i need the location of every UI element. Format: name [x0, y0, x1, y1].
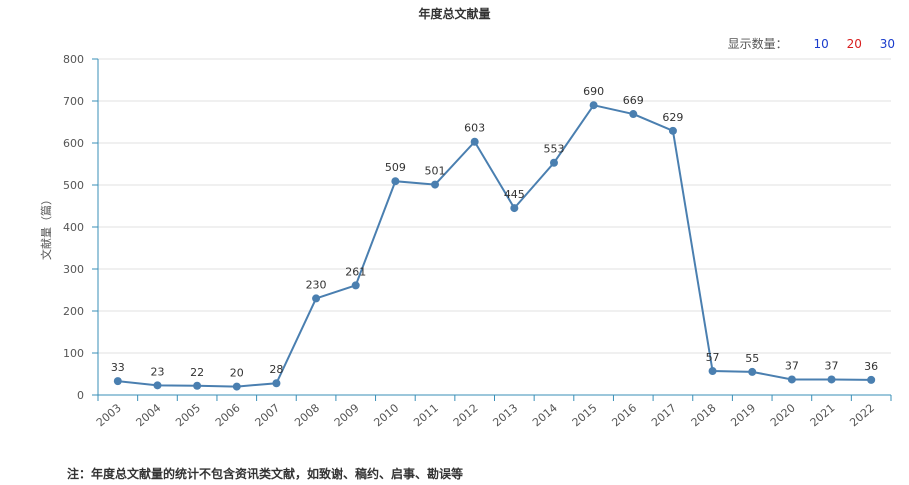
display-count-option-30[interactable]: 30 [879, 37, 895, 51]
x-tick-label: 2020 [768, 401, 798, 429]
data-point [589, 101, 598, 110]
x-tick-label: 2007 [253, 401, 283, 429]
x-tick-label: 2022 [847, 401, 877, 429]
data-label: 20 [230, 367, 244, 380]
grid-lines [98, 58, 891, 354]
data-point [629, 110, 638, 119]
data-point [470, 137, 479, 146]
x-tick-label: 2018 [689, 401, 719, 429]
display-count-selector: 显示数量： 10 20 30 [728, 35, 895, 52]
y-tick-label: 600 [63, 137, 84, 150]
y-tick-label: 700 [63, 95, 84, 108]
x-tick-label: 2014 [530, 401, 560, 429]
y-tick-label: 100 [63, 347, 84, 360]
x-tick-label: 2005 [173, 401, 203, 429]
data-label: 629 [662, 111, 683, 124]
data-point [827, 375, 836, 384]
data-label: 33 [111, 361, 125, 374]
x-tick-label: 2015 [570, 401, 600, 429]
data-point [708, 367, 717, 376]
x-tick-label: 2006 [213, 401, 243, 429]
y-tick-label: 800 [63, 53, 84, 66]
data-label: 22 [190, 366, 204, 379]
data-point [391, 177, 400, 186]
data-point [787, 375, 796, 384]
series-line [117, 104, 872, 388]
x-axis-ticks: 2003 2004 2005 2006 2007 2008 2009 2010 2011 2012… [94, 395, 892, 429]
x-tick-label: 2011 [411, 401, 441, 429]
y-axis-label: 文献量（篇） [39, 194, 53, 260]
x-tick-label: 2004 [134, 401, 164, 429]
y-axis-ticks: 0 100 200 300 400 500 600 700 800 [63, 53, 98, 402]
data-label: 669 [623, 94, 644, 107]
data-point [867, 375, 876, 384]
display-count-option-10[interactable]: 10 [813, 37, 829, 51]
data-label: 501 [425, 165, 446, 178]
x-tick-label: 2013 [490, 401, 520, 429]
display-count-label: 显示数量： [727, 37, 788, 51]
x-tick-label: 2010 [371, 401, 401, 429]
x-tick-label: 2008 [292, 401, 322, 429]
y-tick-label: 500 [63, 179, 84, 192]
data-point [549, 158, 558, 167]
x-tick-label: 2021 [808, 401, 838, 429]
data-label: 509 [385, 161, 406, 174]
data-point [510, 204, 519, 213]
data-point [431, 180, 440, 189]
data-point [748, 367, 757, 376]
data-label: 445 [504, 188, 525, 201]
data-point [113, 377, 122, 386]
y-tick-label: 300 [63, 263, 84, 276]
display-count-option-20[interactable]: 20 [846, 37, 862, 51]
data-label: 230 [306, 278, 327, 291]
data-label: 690 [583, 85, 604, 98]
data-point [272, 379, 281, 388]
data-label: 55 [745, 352, 759, 365]
data-label: 37 [785, 359, 799, 372]
data-point [232, 382, 241, 391]
series-line-group: 33 23 22 20 28 230 261 509 501 603 445 553 690 669 629… [111, 85, 878, 391]
data-label: 261 [345, 265, 366, 278]
data-label: 553 [543, 143, 564, 156]
x-tick-label: 2016 [609, 401, 639, 429]
chart-title: 年度总文献量 [418, 7, 491, 21]
x-tick-label: 2017 [649, 401, 679, 429]
data-point [153, 381, 162, 390]
data-point [193, 381, 202, 390]
x-tick-label: 2019 [728, 401, 758, 429]
data-label: 603 [464, 122, 485, 135]
data-label: 36 [864, 360, 878, 373]
data-point [668, 126, 677, 135]
y-tick-label: 0 [77, 389, 84, 402]
data-label: 37 [825, 359, 839, 372]
x-tick-label: 2003 [94, 401, 124, 429]
y-tick-label: 400 [63, 221, 84, 234]
footnote: 注：年度总文献量的统计不包含资讯类文献，如致谢、稿约、启事、勘误等 [67, 467, 464, 481]
x-tick-label: 2009 [332, 401, 362, 429]
data-label: 23 [150, 365, 164, 378]
x-tick-label: 2012 [451, 401, 481, 429]
y-tick-label: 200 [63, 305, 84, 318]
data-label: 28 [269, 363, 283, 376]
data-label: 57 [706, 351, 720, 364]
data-point [351, 281, 360, 290]
data-point [312, 294, 321, 303]
